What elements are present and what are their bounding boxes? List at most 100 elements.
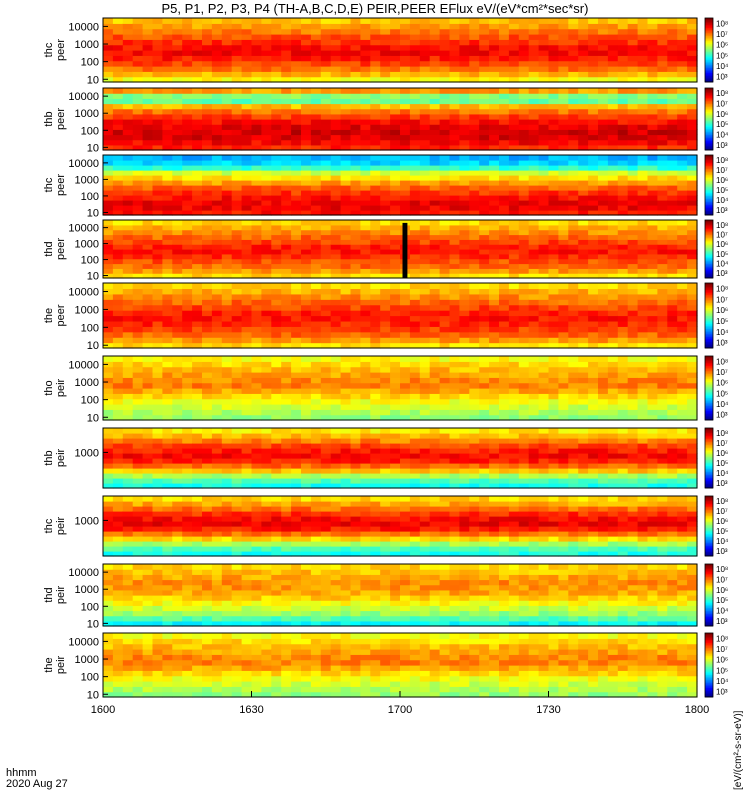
spectrogram-panel-10 [103, 633, 698, 698]
y-tick-label: 10 [87, 412, 99, 424]
colorbar-tick-label: 10³ [716, 688, 728, 697]
colorbar-tick-label: 10⁶ [716, 517, 728, 526]
y-tick-label: 100 [81, 601, 99, 613]
colorbar-tick-label: 10⁸ [716, 19, 728, 28]
colorbar-tick-label: 10⁴ [716, 537, 729, 546]
panel-ylabel: thopeir [43, 378, 67, 397]
colorbar-tick-label: 10⁴ [716, 677, 729, 686]
panel-ylabel: thepeer [43, 304, 67, 326]
colorbar-tick-label: 10⁷ [716, 645, 728, 654]
colorbar-tick-label: 10⁴ [716, 607, 729, 616]
colorbar-tick-label: 10³ [716, 141, 728, 150]
panel-frame-6 [102, 355, 698, 421]
colorbar-tick-label: 10³ [716, 269, 728, 278]
colorbar-tick-label: 10³ [716, 206, 728, 215]
y-tick-label: 10 [87, 618, 99, 630]
spectrogram-panel-9 [103, 564, 698, 627]
colorbar-tick-label: 10⁴ [716, 400, 729, 409]
panel-frame-1 [102, 17, 698, 83]
spectrogram-panel-3 [103, 155, 698, 216]
data-gap-mark [402, 222, 408, 278]
colorbar-tick-label: 10⁸ [716, 357, 728, 366]
spectrogram-panel-4 [103, 220, 698, 279]
panel-frame-7 [102, 427, 698, 489]
y-tick-label: 10000 [68, 158, 99, 170]
colorbar-tick-label: 10⁸ [716, 565, 728, 574]
panel-ylabel: thcpeer [43, 39, 67, 61]
spectrogram-panel-5 [103, 283, 698, 349]
spectrogram-panel-8 [103, 496, 698, 557]
colorbar-tick-label: 10⁷ [716, 231, 728, 240]
panel-ylabel: thbpeir [43, 448, 67, 467]
y-tick-label: 10000 [68, 636, 99, 648]
y-tick-label: 1000 [75, 515, 99, 527]
colorbar-tick-label: 10⁵ [716, 250, 728, 259]
spectrogram-panel-7 [103, 428, 698, 489]
colorbar-tick-label: 10⁸ [716, 634, 728, 643]
colorbar-tick-label: 10³ [716, 339, 728, 348]
colorbar-tick-label: 10³ [716, 73, 728, 82]
colorbar-tick-label: 10⁶ [716, 449, 728, 458]
x-tick-label: 1600 [91, 704, 115, 716]
colorbar-tick-label: 10⁷ [716, 100, 728, 109]
y-tick-label: 10000 [68, 91, 99, 103]
panel-frame-5 [102, 282, 698, 349]
y-tick-label: 1000 [75, 239, 99, 251]
time-format-label: hhmm [6, 767, 37, 779]
y-tick-label: 1000 [75, 584, 99, 596]
panel-ylabel: thdpeir [43, 585, 67, 604]
colorbar-tick-label: 10⁶ [716, 176, 728, 185]
colorbar-tick-label: 10⁵ [716, 317, 728, 326]
spectrogram-panel-1 [103, 18, 698, 83]
y-tick-label: 1000 [75, 39, 99, 51]
colorbar-tick-label: 10⁸ [716, 89, 728, 98]
colorbar-tick-label: 10⁵ [716, 389, 728, 398]
colorbar-tick-label: 10³ [716, 547, 728, 556]
colorbar-tick-label: 10⁷ [716, 166, 728, 175]
colorbar-tick-label: 10⁷ [716, 576, 728, 585]
colorbar-tick-label: 10³ [716, 411, 728, 420]
panel-frame-2 [102, 87, 698, 151]
colorbar-tick-label: 10⁵ [716, 51, 728, 60]
colorbar-tick-label: 10⁸ [716, 156, 728, 165]
colorbar-tick-label: 10³ [716, 479, 728, 488]
spectrogram-panel-2 [103, 88, 698, 151]
y-tick-label: 100 [81, 125, 99, 137]
colorbar-tick-label: 10⁵ [716, 527, 728, 536]
y-tick-label: 10000 [68, 21, 99, 33]
colorbar-tick-label: 10⁵ [716, 186, 728, 195]
y-tick-label: 1000 [75, 174, 99, 186]
y-tick-label: 100 [81, 191, 99, 203]
panel-frame-9 [102, 563, 698, 627]
colorbar-tick-label: 10⁴ [716, 196, 729, 205]
colorbar-tick-label: 10⁴ [716, 131, 729, 140]
y-tick-label: 1000 [75, 654, 99, 666]
colorbar-tick-label: 10⁵ [716, 666, 728, 675]
colorbar-tick-label: 10⁷ [716, 507, 728, 516]
y-tick-label: 10000 [68, 359, 99, 371]
spectrogram-panel-6 [103, 356, 698, 421]
colorbar-tick-label: 10⁶ [716, 110, 728, 119]
colorbar-tick-label: 10⁷ [716, 295, 728, 304]
colorbar-tick-label: 10⁷ [716, 439, 728, 448]
colorbar-tick-label: 10⁷ [716, 368, 728, 377]
colorbar-tick-label: 10³ [716, 617, 728, 626]
y-tick-label: 10000 [68, 567, 99, 579]
panel-frame-3 [102, 154, 698, 216]
y-tick-label: 100 [81, 395, 99, 407]
colorbar-tick-label: 10⁸ [716, 284, 728, 293]
colorbar-tick-label: 10⁶ [716, 306, 728, 315]
x-tick-label: 1700 [388, 704, 412, 716]
panel-ylabel: thcpeir [43, 516, 67, 535]
colorbar-tick-label: 10⁶ [716, 379, 728, 388]
colorbar-tick-label: 10⁶ [716, 656, 728, 665]
colorbar-tick-label: 10⁵ [716, 596, 728, 605]
colorbar-tick-label: 10⁸ [716, 497, 728, 506]
